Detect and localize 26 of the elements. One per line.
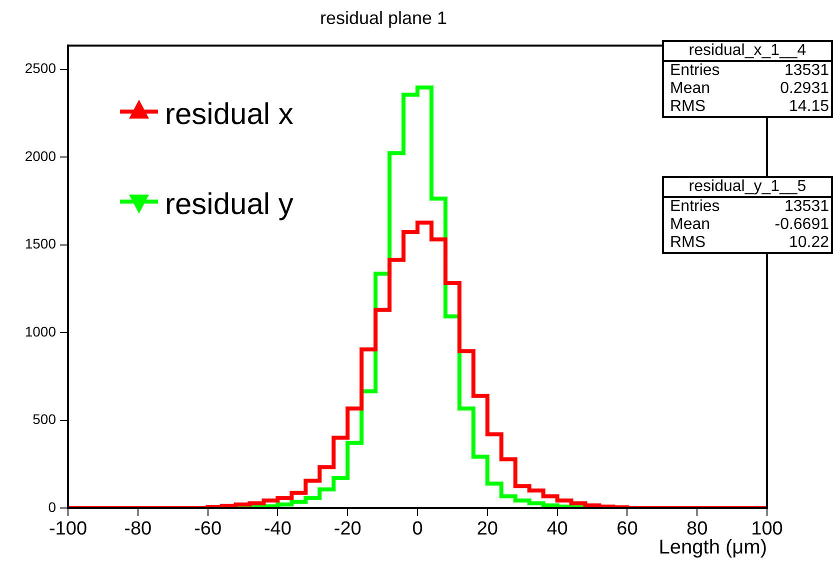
x-tick-label: 0 xyxy=(412,518,423,540)
chart-title: residual plane 1 xyxy=(320,8,448,28)
x-tick-label: -40 xyxy=(264,518,292,540)
y-tick-label: 1000 xyxy=(24,323,56,340)
text: Entries 13531 xyxy=(670,62,829,79)
legend-label: residual x xyxy=(165,98,294,131)
text: Entries 13531 xyxy=(670,198,829,215)
y-tick-label: 2500 xyxy=(24,60,56,76)
text: RMS 14.15 xyxy=(670,98,829,115)
text: Mean -0.6691 xyxy=(670,216,829,233)
y-tick-label: 500 xyxy=(32,411,56,428)
x-tick-label: 20 xyxy=(476,518,498,540)
x-tick-label: -100 xyxy=(48,518,88,540)
y-tick-label: 2000 xyxy=(24,148,56,164)
x-tick-label: -20 xyxy=(334,518,362,540)
x-tick-label: -60 xyxy=(194,518,222,540)
annotation: residual_x_1__4 xyxy=(664,42,831,62)
y-tick-label: 1500 xyxy=(24,236,56,252)
y-tick-label: 0 xyxy=(48,498,56,515)
legend-label: residual y xyxy=(165,188,294,221)
text: Mean 0.2931 xyxy=(670,80,829,97)
annotation: residual_y_1__5 xyxy=(664,178,831,198)
x-tick-label: -80 xyxy=(124,518,152,540)
text: RMS 10.22 xyxy=(670,234,829,251)
x-tick-label: 40 xyxy=(546,518,568,540)
x-tick-label: 60 xyxy=(616,518,638,540)
